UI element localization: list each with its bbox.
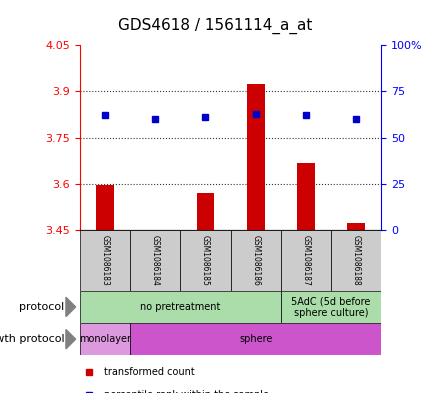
Text: growth protocol: growth protocol [0, 334, 64, 344]
Bar [130, 230, 180, 291]
Bar [130, 323, 381, 355]
Bar [80, 323, 130, 355]
Text: transformed count: transformed count [104, 367, 194, 377]
Text: no pretreatment: no pretreatment [140, 302, 220, 312]
Text: 5AdC (5d before
sphere culture): 5AdC (5d before sphere culture) [291, 296, 370, 318]
Bar [246, 84, 264, 230]
Bar [280, 230, 330, 291]
Bar [180, 230, 230, 291]
Bar [330, 230, 381, 291]
Text: monolayer: monolayer [79, 334, 131, 344]
Bar [96, 185, 114, 230]
Text: protocol: protocol [19, 302, 64, 312]
Bar [280, 291, 381, 323]
Bar [347, 222, 364, 230]
Text: GDS4618 / 1561114_a_at: GDS4618 / 1561114_a_at [118, 18, 312, 34]
Text: GSM1086186: GSM1086186 [251, 235, 260, 286]
Bar [297, 163, 314, 230]
Text: percentile rank within the sample: percentile rank within the sample [104, 390, 268, 393]
Polygon shape [66, 297, 76, 317]
Text: GSM1086187: GSM1086187 [301, 235, 310, 286]
Bar [230, 230, 280, 291]
Text: GSM1086183: GSM1086183 [100, 235, 109, 286]
Bar [80, 230, 130, 291]
Bar [80, 291, 280, 323]
Polygon shape [66, 329, 76, 349]
Text: sphere: sphere [239, 334, 272, 344]
Text: GSM1086185: GSM1086185 [200, 235, 209, 286]
Text: GSM1086184: GSM1086184 [150, 235, 159, 286]
Bar [196, 193, 214, 230]
Text: GSM1086188: GSM1086188 [351, 235, 360, 286]
